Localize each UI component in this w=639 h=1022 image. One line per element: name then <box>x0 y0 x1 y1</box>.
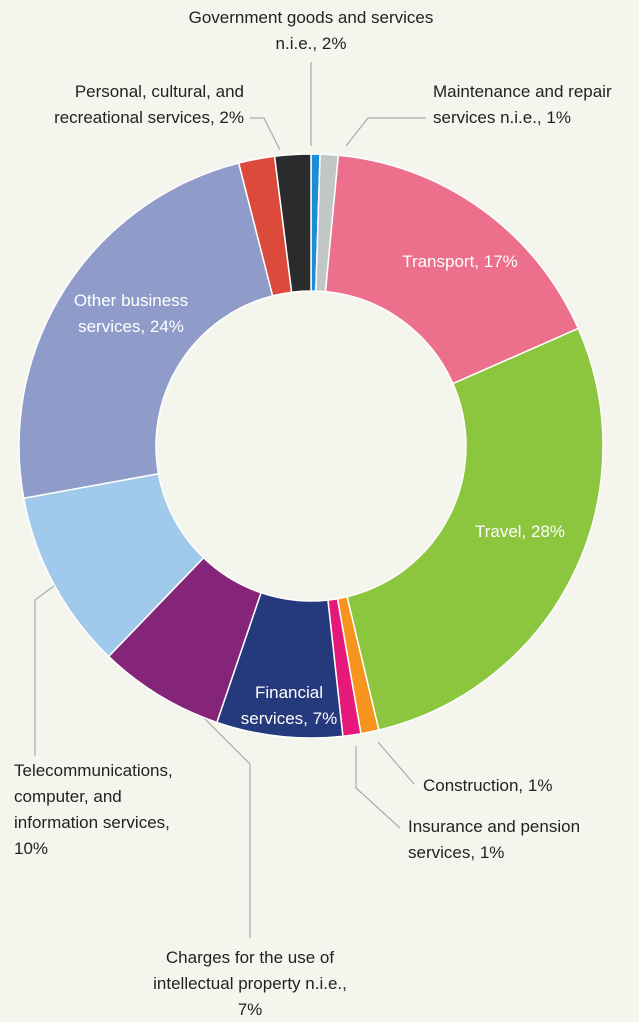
label-text: Travel, <box>474 522 527 541</box>
label-text: 2% <box>321 34 347 53</box>
label-text: 17% <box>483 252 518 271</box>
label-text: 7% <box>237 1000 263 1019</box>
label-text: 28% <box>531 522 566 541</box>
slice-label: Financial services, 7% <box>224 680 354 732</box>
label-text: Charges for the use of intellectual prop… <box>153 948 347 993</box>
slice-label: Construction, 1% <box>423 773 623 799</box>
label-text: Insurance and pension services, <box>408 817 581 862</box>
label-text: Financial services, <box>240 683 324 728</box>
slice-label: Insurance and pension services, 1% <box>408 814 638 866</box>
leader-line <box>377 741 415 785</box>
slice-label: Travel, 28% <box>440 519 600 545</box>
label-text: Transport, <box>402 252 480 271</box>
slice-label: Government goods and services n.i.e., 2% <box>186 5 436 57</box>
label-text: Other business services, <box>73 291 189 336</box>
label-text: Personal, cultural, and recreational ser… <box>54 82 244 127</box>
slice <box>273 153 312 294</box>
leader-line <box>199 713 251 938</box>
label-text: Telecommunications, computer, and inform… <box>14 761 173 832</box>
leader-line <box>355 746 401 829</box>
label-text: Government goods and services n.i.e., <box>188 8 434 53</box>
label-text: 2% <box>219 108 244 127</box>
leader-line <box>34 579 63 756</box>
slice-label: Other business services, 24% <box>66 288 196 340</box>
label-text: Maintenance and repair services n.i.e., <box>433 82 612 127</box>
slice-label: Telecommunications, computer, and inform… <box>14 758 204 862</box>
label-text: 7% <box>312 709 338 728</box>
slice <box>346 327 604 731</box>
slice-label: Charges for the use of intellectual prop… <box>140 945 360 1022</box>
label-text: 1% <box>479 843 505 862</box>
leader-line <box>345 117 426 147</box>
slice-label: Transport, 17% <box>370 249 550 275</box>
leader-line <box>250 117 281 151</box>
label-text: 1% <box>527 776 553 795</box>
leader-lines <box>34 62 426 938</box>
slice <box>18 162 274 500</box>
label-text: 10% <box>14 839 49 858</box>
slice-label: Personal, cultural, and recreational ser… <box>8 79 244 131</box>
slice <box>324 154 580 385</box>
label-text: Construction, <box>423 776 524 795</box>
label-text: 24% <box>149 317 184 336</box>
slice-label: Maintenance and repair services n.i.e., … <box>433 79 613 131</box>
label-text: 1% <box>546 108 571 127</box>
